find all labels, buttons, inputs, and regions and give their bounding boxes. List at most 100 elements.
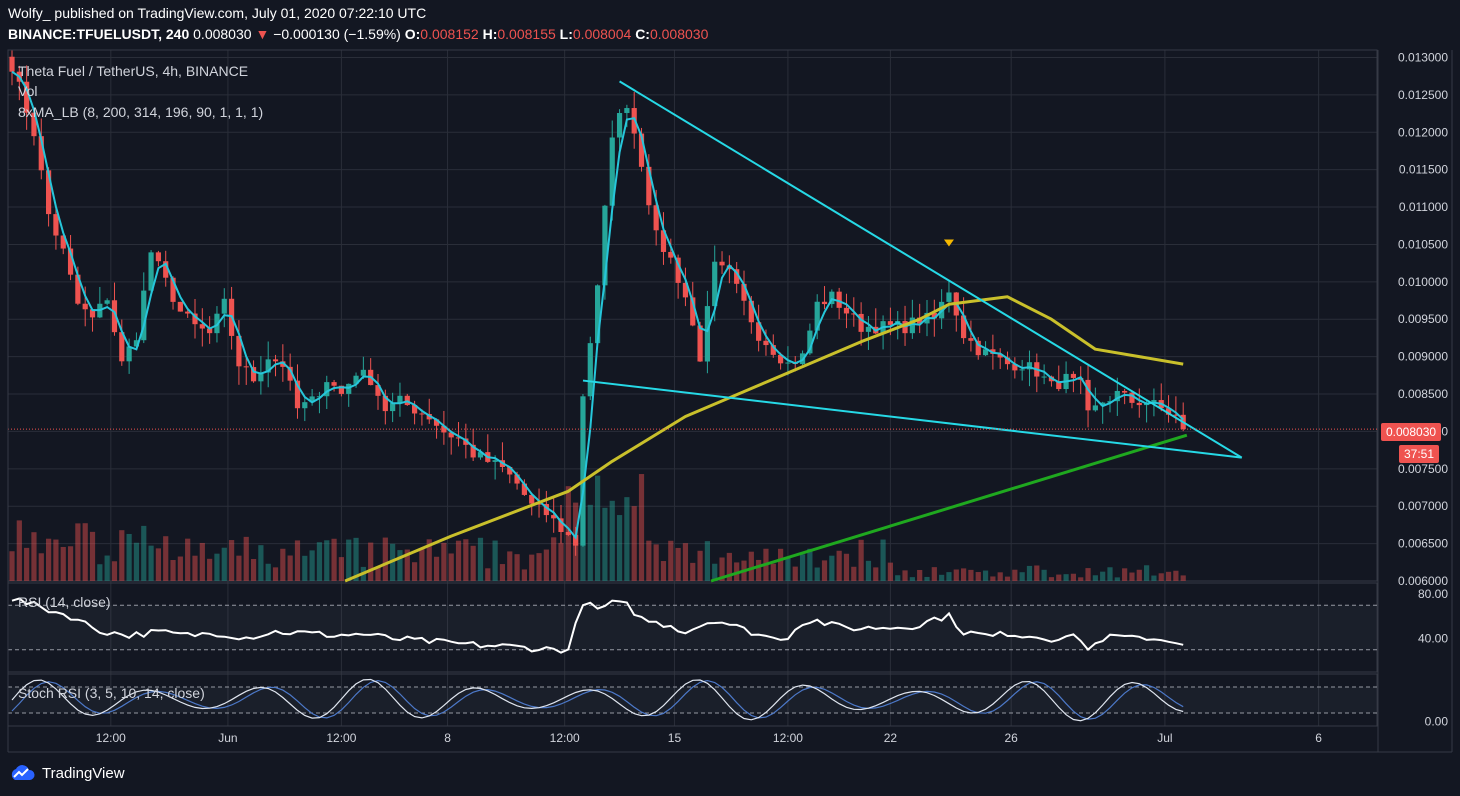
volume-bar — [1048, 577, 1055, 581]
candle-body — [1165, 408, 1172, 415]
candle-body — [580, 396, 586, 546]
trendlines[interactable] — [8, 80, 1377, 459]
volume-bar — [953, 569, 959, 581]
volume-bar — [521, 569, 527, 581]
candle-body — [573, 534, 579, 546]
volume-bar — [514, 554, 520, 581]
price-tick-label: 0.009000 — [1398, 350, 1448, 364]
candle-body — [119, 332, 125, 362]
last-price: 0.008030 — [193, 26, 252, 42]
volume-bar — [1063, 574, 1069, 581]
candle-body — [778, 354, 784, 364]
candle-body — [1085, 379, 1091, 411]
volume-bar — [646, 540, 652, 581]
volume-bar — [67, 546, 74, 581]
volume-bar — [865, 560, 872, 581]
candle-body — [1056, 381, 1062, 390]
volume-bar — [265, 563, 271, 581]
candle-body — [741, 283, 747, 301]
candle-body — [1092, 405, 1098, 411]
volume-bar — [902, 570, 908, 581]
volume-bar — [1173, 570, 1179, 581]
price-tick-label: 0.010500 — [1398, 237, 1448, 251]
symbol[interactable]: BINANCE:TFUELUSDT, 240 — [8, 26, 190, 42]
candle-body — [829, 291, 835, 305]
chart-title[interactable]: Theta Fuel / TetherUS, 4h, BINANCE — [18, 63, 249, 79]
volume-bar — [543, 549, 549, 581]
volume-bar — [272, 567, 279, 581]
candle-body — [470, 444, 476, 458]
candle-body — [507, 466, 513, 475]
candle-body — [133, 340, 140, 347]
candle-body — [756, 322, 762, 341]
volume-bar — [595, 475, 601, 581]
rsi-legend[interactable]: RSI (14, close) — [18, 594, 111, 610]
volume-bar — [1136, 569, 1142, 581]
volume-bar — [192, 555, 198, 581]
candle-body — [185, 311, 191, 314]
tradingview-logo[interactable]: TradingView — [8, 764, 125, 782]
rsi-band — [9, 605, 1376, 650]
candle-body — [177, 301, 183, 312]
volume-bar — [624, 497, 630, 581]
volume-bar — [1151, 575, 1157, 581]
candle-body — [199, 324, 205, 329]
volume-bar — [170, 559, 176, 581]
volume-bar — [873, 567, 879, 581]
candle-body — [638, 133, 645, 167]
open-label: O: — [404, 26, 421, 42]
volume-bar — [353, 537, 359, 581]
volume-bar — [338, 557, 344, 581]
candle-body — [258, 372, 264, 382]
volume-bar — [939, 574, 945, 581]
candle-body — [660, 230, 667, 252]
rsi-line — [11, 597, 1184, 654]
candle-body — [653, 205, 659, 231]
candle-body — [785, 362, 791, 364]
candle-body — [814, 301, 820, 331]
volume-bar — [133, 542, 140, 581]
volume-bar — [1100, 571, 1106, 581]
candle-body — [53, 214, 59, 236]
volume-bar — [968, 569, 974, 581]
candle-body — [609, 137, 615, 206]
rsi-tick-label: 80.00 — [1418, 587, 1448, 601]
candle-body — [595, 285, 601, 344]
candle-body — [126, 346, 132, 362]
candle-body — [602, 205, 608, 286]
high-value: 0.008155 — [497, 26, 556, 42]
moving-averages — [11, 70, 1188, 583]
candle-body — [565, 531, 571, 535]
volume-bar — [961, 568, 967, 581]
volume-bar — [375, 566, 381, 581]
volume-bar — [82, 523, 88, 581]
price-tick-label: 0.009500 — [1398, 312, 1448, 326]
volume-bar — [719, 557, 725, 581]
candle-body — [1129, 392, 1135, 403]
volume-bar — [463, 539, 469, 581]
candle-body — [529, 494, 535, 504]
candle-body — [682, 282, 689, 298]
volume-bar — [38, 553, 44, 581]
candle-body — [616, 113, 623, 138]
volume-bar — [433, 556, 440, 581]
stoch-legend[interactable]: Stoch RSI (3, 5, 10, 14, close) — [18, 685, 205, 701]
volume-bar — [697, 550, 703, 581]
price-tick-label: 0.012500 — [1398, 88, 1448, 102]
down-arrow-icon: ▼ — [255, 26, 270, 42]
volume-bar — [46, 538, 52, 581]
price-tick-label: 0.006500 — [1398, 537, 1448, 551]
volume-bar — [653, 544, 659, 581]
candle-body — [734, 269, 740, 284]
ma-legend[interactable]: 8xMA_LB (8, 200, 314, 196, 90, 1, 1, 1) — [18, 104, 264, 120]
volume-bar — [990, 576, 996, 581]
upper-trendline — [619, 80, 1243, 459]
volume-bar — [9, 551, 15, 581]
volume-bar — [616, 515, 623, 581]
slow-ma-line — [344, 295, 1184, 583]
volume-bar — [31, 532, 37, 581]
volume-bar — [499, 564, 506, 581]
volume-legend[interactable]: Vol — [18, 83, 38, 99]
volume-bar — [975, 572, 981, 581]
